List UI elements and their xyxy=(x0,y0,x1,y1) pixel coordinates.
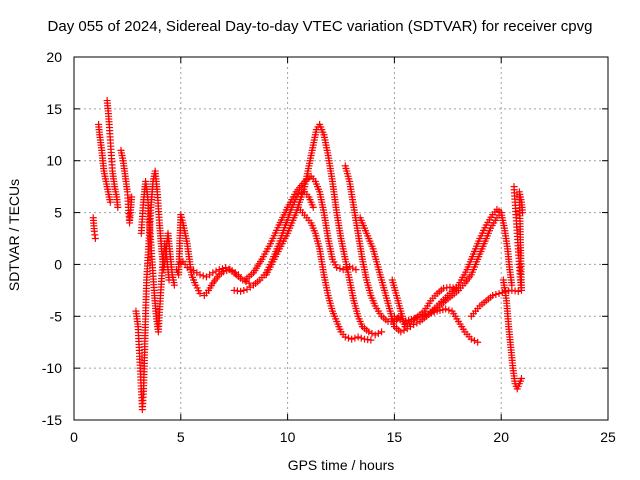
y-tick-label: 5 xyxy=(54,205,62,221)
data-point xyxy=(234,271,242,279)
data-point xyxy=(336,265,344,273)
data-point xyxy=(474,338,482,346)
series-s3 xyxy=(103,97,122,211)
data-point xyxy=(349,264,357,272)
data-point xyxy=(400,326,408,334)
data-point xyxy=(517,375,525,383)
series-s16 xyxy=(390,305,482,346)
data-point xyxy=(367,336,375,344)
series-s17 xyxy=(422,205,516,320)
data-point xyxy=(186,265,194,273)
series-s6 xyxy=(137,177,173,336)
series-s19 xyxy=(499,276,525,393)
y-tick-label: -5 xyxy=(50,308,63,324)
y-tick-label: -10 xyxy=(42,360,62,376)
series-s15 xyxy=(388,276,460,331)
data-point xyxy=(183,264,191,272)
data-point xyxy=(368,329,376,337)
data-point xyxy=(467,335,475,343)
data-point xyxy=(165,276,173,284)
data-point xyxy=(365,328,373,336)
data-point xyxy=(220,268,228,276)
data-point xyxy=(225,265,233,273)
data-point xyxy=(209,269,217,277)
data-point xyxy=(199,272,207,280)
y-tick-label: 10 xyxy=(46,153,62,169)
series-s13 xyxy=(341,162,405,325)
data-point xyxy=(242,278,250,286)
data-point xyxy=(445,306,453,314)
data-point xyxy=(170,281,178,289)
y-tick-label: 15 xyxy=(46,101,62,117)
data-point xyxy=(519,209,527,217)
series-s7 xyxy=(173,211,253,300)
data-point xyxy=(309,203,317,211)
data-point xyxy=(378,328,386,336)
data-point xyxy=(351,334,359,342)
chart-title: Day 055 of 2024, Sidereal Day-to-day VTE… xyxy=(47,18,593,35)
y-axis-label: SDTVAR / TECUs xyxy=(6,178,22,292)
points-layer xyxy=(89,97,527,414)
y-tick-label: -15 xyxy=(42,412,62,428)
x-tick-label: 25 xyxy=(600,429,616,445)
x-tick-label: 10 xyxy=(280,429,296,445)
data-point xyxy=(91,235,99,242)
data-point xyxy=(114,203,122,211)
series-s20 xyxy=(510,183,527,294)
data-point xyxy=(397,328,405,336)
data-point xyxy=(357,334,365,342)
series-s1 xyxy=(89,214,99,242)
series-s2 xyxy=(95,120,114,206)
data-point xyxy=(215,266,223,274)
data-point xyxy=(237,287,245,295)
data-point xyxy=(333,264,341,272)
y-tick-label: 0 xyxy=(54,256,62,272)
data-point xyxy=(341,333,349,341)
data-point xyxy=(489,292,497,300)
x-tick-label: 20 xyxy=(493,429,509,445)
series-s14 xyxy=(356,209,505,336)
data-point xyxy=(354,333,362,341)
series-s12 xyxy=(294,203,375,344)
data-point xyxy=(240,286,248,294)
series-s4 xyxy=(117,146,136,227)
series-s18 xyxy=(467,286,522,320)
data-point xyxy=(442,305,450,313)
series-s8 xyxy=(175,257,242,281)
data-point xyxy=(196,271,204,279)
data-point xyxy=(218,265,226,273)
x-tick-label: 15 xyxy=(387,429,403,445)
data-point xyxy=(222,264,230,272)
data-point xyxy=(374,329,382,337)
data-point xyxy=(352,266,360,274)
tick-layer: 0 5 10 15 20 25 -15 -10 -5 0 5 10 15 20 xyxy=(42,49,616,445)
data-point xyxy=(492,291,500,299)
data-point xyxy=(212,267,220,275)
plot-frame xyxy=(73,56,609,421)
data-point xyxy=(128,193,136,201)
y-tick-label: 20 xyxy=(46,49,62,65)
x-tick-label: 5 xyxy=(177,429,185,445)
data-point xyxy=(495,289,503,297)
data-point xyxy=(344,334,352,342)
data-point xyxy=(514,287,522,295)
x-tick-label: 0 xyxy=(70,429,78,445)
x-axis-label: GPS time / hours xyxy=(287,457,395,473)
series-s11 xyxy=(262,120,386,339)
data-point xyxy=(196,289,204,297)
data-point xyxy=(245,279,253,287)
series-s10 xyxy=(241,172,360,284)
data-point xyxy=(348,335,356,343)
data-point xyxy=(471,337,478,345)
data-point xyxy=(371,331,379,339)
data-point xyxy=(106,198,114,206)
